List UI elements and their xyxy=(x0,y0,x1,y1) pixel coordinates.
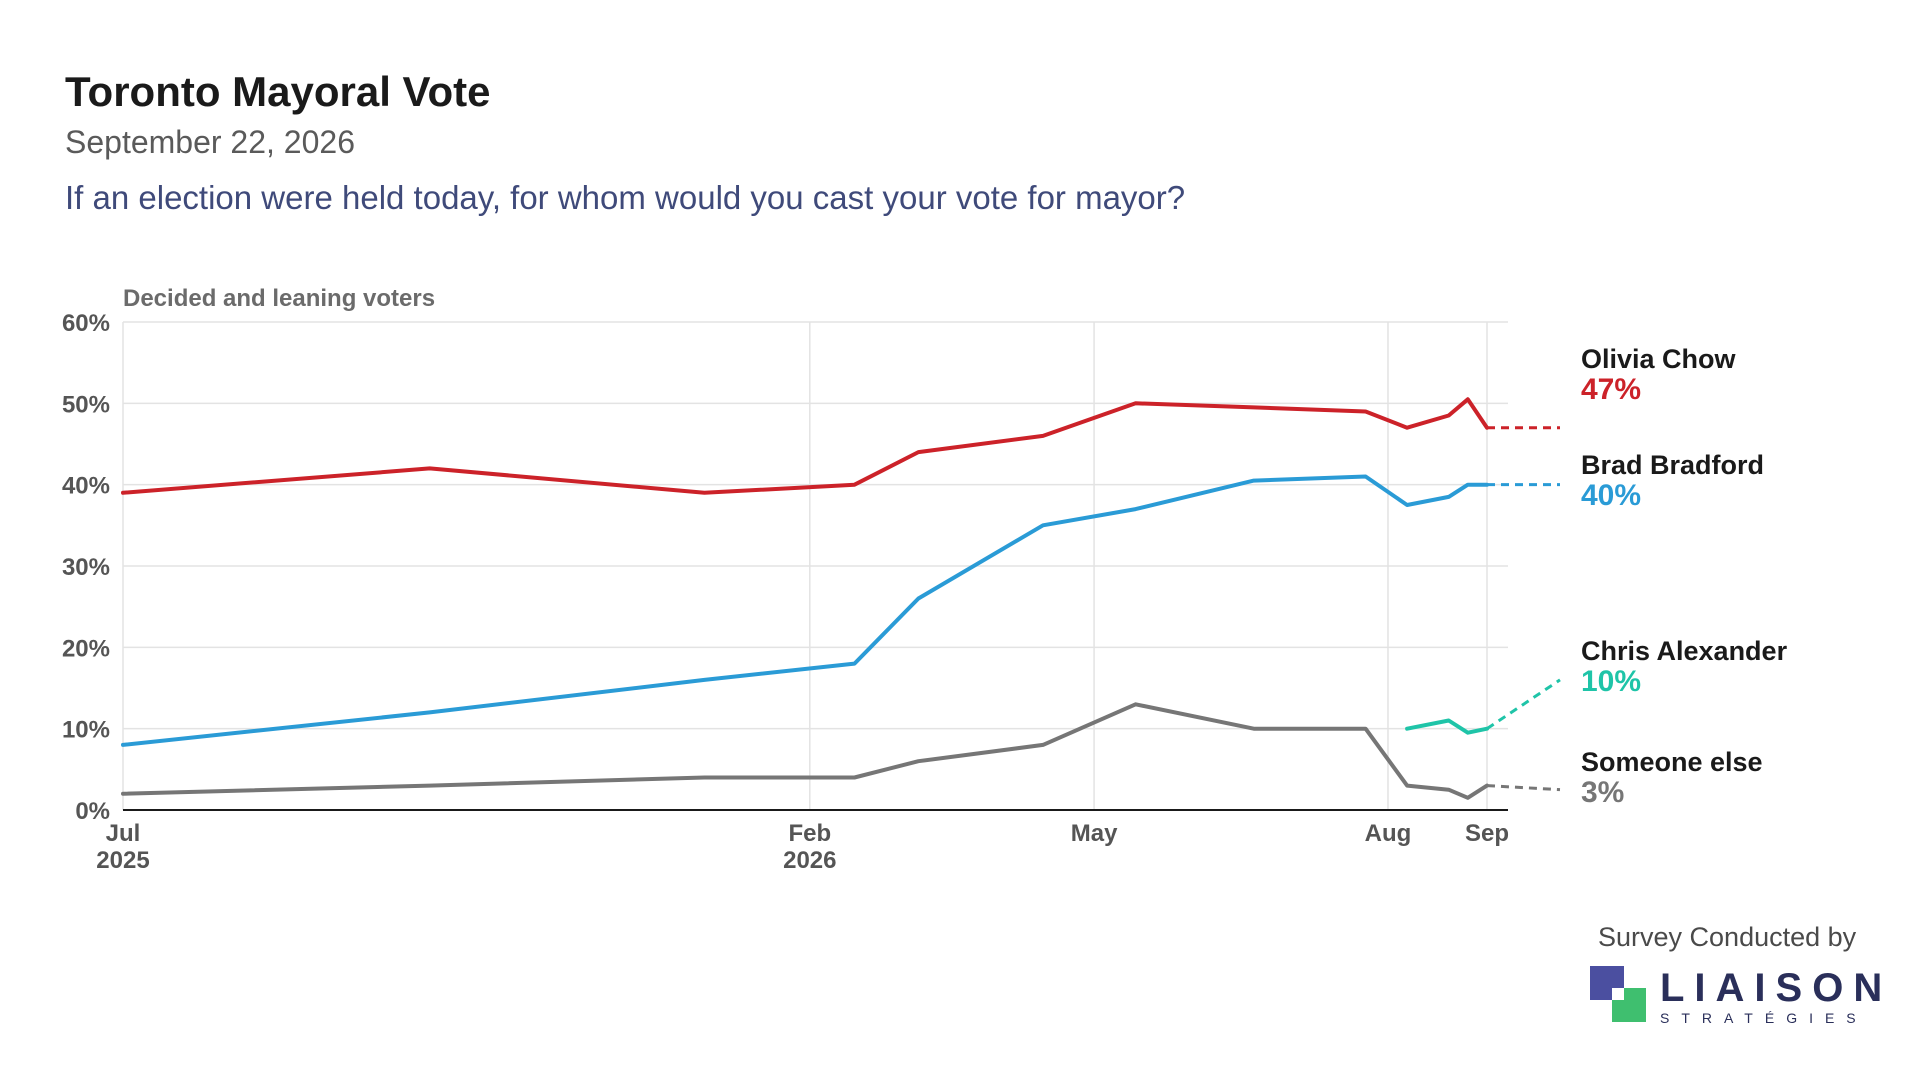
liaison-brand-name: LIAISON xyxy=(1660,966,1893,1010)
series-name-label: Brad Bradford xyxy=(1581,450,1764,480)
y-tick-label: 0% xyxy=(75,798,110,825)
x-tick-sublabel: 2025 xyxy=(96,847,149,874)
y-tick-label: 60% xyxy=(62,310,110,337)
chart-subtitle: Decided and leaning voters xyxy=(123,285,435,312)
x-tick-label: May xyxy=(1071,820,1118,847)
liaison-brand-sub: STRATÉGIES xyxy=(1660,1010,1868,1026)
series-value-label: 3% xyxy=(1581,776,1624,809)
series-line-brad-bradford xyxy=(121,474,1489,747)
x-tick-label: Sep xyxy=(1465,820,1509,847)
series-name-label: Someone else xyxy=(1581,747,1763,777)
y-tick-label: 40% xyxy=(62,473,110,500)
x-tick-sublabel: 2026 xyxy=(783,847,836,874)
series-line-chris-alexander xyxy=(1405,718,1489,735)
liaison-logo: LIAISON STRATÉGIES xyxy=(1590,966,1890,1026)
series-projection-chris-alexander xyxy=(1486,678,1561,730)
x-tick-label: Feb xyxy=(788,820,831,847)
survey-credit: Survey Conducted by xyxy=(1598,922,1857,952)
liaison-logo-mark-icon xyxy=(1590,966,1646,1022)
survey-date: September 22, 2026 xyxy=(65,124,355,160)
series-name-label: Olivia Chow xyxy=(1581,344,1737,374)
y-tick-label: 20% xyxy=(62,635,110,662)
series-line-olivia-chow xyxy=(121,397,1489,495)
series-value-label: 47% xyxy=(1581,373,1641,406)
series-value-label: 40% xyxy=(1581,479,1641,512)
y-tick-label: 10% xyxy=(62,717,110,744)
series-projection-someone-else xyxy=(1486,784,1561,792)
series-line-someone-else xyxy=(121,702,1489,800)
series-lines xyxy=(121,397,1561,800)
x-tick-label: Aug xyxy=(1365,820,1412,847)
y-tick-label: 30% xyxy=(62,554,110,581)
series-value-label: 10% xyxy=(1581,665,1641,698)
gridlines xyxy=(122,321,1508,810)
y-tick-label: 50% xyxy=(62,391,110,418)
survey-question: If an election were held today, for whom… xyxy=(65,179,1186,216)
chart-title: Toronto Mayoral Vote xyxy=(65,68,491,115)
x-tick-label: Jul xyxy=(106,820,141,847)
series-name-label: Chris Alexander xyxy=(1581,636,1788,666)
